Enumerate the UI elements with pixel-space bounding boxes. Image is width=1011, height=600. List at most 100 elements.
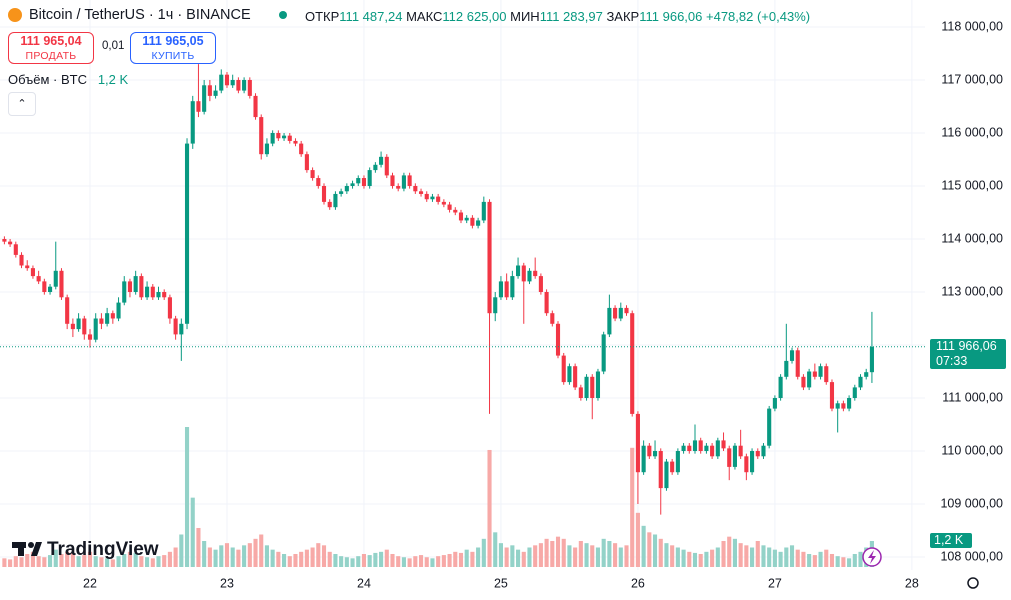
candle-body bbox=[127, 281, 133, 292]
candle-body bbox=[230, 79, 235, 86]
volume-bar bbox=[8, 559, 13, 567]
volume-bar bbox=[573, 547, 578, 567]
change: +478,82 (+0,43%) bbox=[706, 9, 811, 24]
volume-bar bbox=[42, 557, 47, 567]
ohlc-value: 111 966,06 bbox=[639, 9, 703, 24]
candle-body bbox=[270, 132, 275, 144]
candle-body bbox=[652, 451, 658, 457]
candle-body bbox=[801, 376, 806, 388]
candle-body bbox=[464, 217, 469, 221]
volume-bar bbox=[145, 557, 150, 567]
volume-bar bbox=[116, 556, 121, 567]
volume-bar bbox=[184, 427, 190, 567]
volume-bar bbox=[624, 545, 629, 567]
volume-bar bbox=[692, 552, 698, 567]
volume-bar bbox=[784, 547, 789, 567]
candle-body bbox=[287, 135, 292, 141]
volume-bar bbox=[550, 540, 555, 567]
candle-body bbox=[767, 408, 772, 446]
volume-bar bbox=[744, 545, 749, 567]
volume-bar bbox=[750, 547, 755, 567]
volume-bar bbox=[93, 556, 98, 567]
volume-bar bbox=[755, 540, 760, 567]
buy-label: КУПИТЬ bbox=[151, 50, 195, 62]
volume-bar bbox=[361, 553, 367, 567]
candle-body bbox=[470, 217, 475, 226]
candle-body bbox=[561, 355, 566, 383]
sell-button[interactable]: 111 965,04 ПРОДАТЬ bbox=[8, 32, 94, 64]
y-tick-label: 117 000,00 bbox=[941, 72, 1003, 86]
volume-bar bbox=[675, 547, 680, 567]
volume-bar bbox=[276, 551, 281, 567]
ohlc-value: 111 283,97 bbox=[539, 9, 603, 24]
candle-body bbox=[453, 209, 458, 213]
candle-body bbox=[487, 201, 492, 314]
volume-bar bbox=[424, 557, 429, 567]
volume-bar bbox=[493, 532, 498, 567]
candle-body bbox=[824, 366, 829, 383]
ohlc-label: ЗАКР bbox=[606, 9, 640, 24]
candle-body bbox=[441, 201, 446, 205]
volume-bar bbox=[418, 555, 424, 567]
candle-body bbox=[847, 398, 852, 409]
volume-bar bbox=[99, 557, 104, 567]
volume-bar bbox=[356, 556, 361, 567]
candle-body bbox=[390, 175, 395, 186]
candle-body bbox=[704, 445, 709, 452]
candle-body bbox=[224, 74, 230, 86]
x-tick-label: 28 bbox=[905, 576, 919, 590]
candle-body bbox=[527, 270, 532, 282]
candle-body bbox=[122, 281, 127, 303]
volume-bar bbox=[852, 553, 857, 567]
volume-bar bbox=[510, 545, 515, 567]
volume-bar bbox=[105, 558, 110, 567]
volume-bar bbox=[207, 547, 212, 567]
x-tick-label: 26 bbox=[631, 576, 645, 590]
candle-body bbox=[430, 196, 435, 200]
sell-price: 111 965,04 bbox=[20, 34, 82, 48]
candle-body bbox=[550, 313, 555, 324]
volume-bar bbox=[732, 538, 737, 567]
candle-body bbox=[413, 185, 418, 192]
volume-bar bbox=[538, 543, 543, 567]
candle-body bbox=[247, 79, 252, 96]
volume-bar bbox=[453, 551, 458, 567]
candle-body bbox=[25, 265, 30, 269]
y-tick-label: 113 000,00 bbox=[941, 284, 1003, 298]
candle-body bbox=[396, 185, 401, 189]
candle-body bbox=[864, 372, 869, 377]
volume-bar bbox=[327, 551, 332, 567]
axes: 108 000,00 109 000,00 110 000,00 111 000,00… bbox=[0, 19, 1003, 590]
candle-body bbox=[869, 346, 874, 373]
volume-bar bbox=[270, 549, 275, 567]
volume-bar bbox=[544, 538, 549, 567]
settings-icon[interactable] bbox=[967, 577, 979, 589]
candle-body bbox=[76, 318, 81, 330]
candle-body bbox=[19, 254, 24, 266]
volume-bar bbox=[247, 543, 252, 567]
candle-body bbox=[521, 265, 526, 282]
candle-body bbox=[493, 297, 498, 314]
candle-body bbox=[207, 85, 212, 96]
candle-body bbox=[418, 191, 424, 194]
volume-bar bbox=[350, 558, 355, 567]
candle-body bbox=[504, 281, 509, 298]
buy-button[interactable]: 111 965,05 КУПИТЬ bbox=[130, 32, 216, 64]
candle-body bbox=[567, 366, 572, 383]
collapse-button[interactable]: ⌃ bbox=[8, 92, 36, 116]
symbol-title[interactable]: Bitcoin / TetherUS · 1ч · BINANCE bbox=[29, 7, 251, 23]
candle-body bbox=[236, 79, 241, 91]
candle-body bbox=[167, 297, 172, 319]
candle-body bbox=[156, 291, 161, 298]
volume-bar bbox=[384, 549, 389, 567]
volume-bar bbox=[333, 553, 338, 567]
volume-bar bbox=[458, 552, 464, 567]
volume-bar bbox=[65, 551, 70, 567]
volume-bar bbox=[647, 532, 652, 567]
candle-body bbox=[812, 371, 817, 377]
last-price: 111 966,06 bbox=[936, 339, 997, 353]
volume-bar bbox=[812, 555, 817, 567]
candle-body bbox=[750, 451, 755, 473]
candle-body bbox=[53, 270, 58, 287]
candle-body bbox=[276, 132, 281, 139]
